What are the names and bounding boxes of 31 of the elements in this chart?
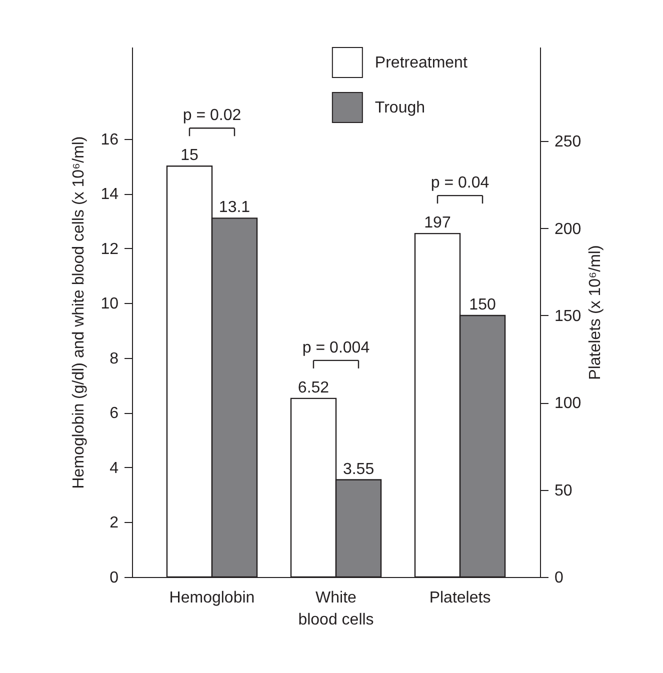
y2-tick-label: 200 bbox=[554, 220, 582, 238]
data-label: 13.1 bbox=[218, 199, 250, 216]
y-tick-label: 14 bbox=[100, 186, 119, 204]
data-label: 3.55 bbox=[342, 460, 374, 478]
legend-label: Trough bbox=[374, 100, 426, 116]
y-tick-label: 16 bbox=[100, 131, 119, 148]
y-tick-label: 12 bbox=[100, 240, 119, 258]
y-tick-label: 4 bbox=[110, 460, 119, 477]
y-axis-title: Hemoglobin (g/dl) and white blood cells (x 10⁶/ml) bbox=[70, 136, 88, 489]
legend-label: Pretreatment bbox=[374, 54, 468, 72]
y2-axis-title: Platelets (x 10⁶/ml) bbox=[587, 245, 604, 380]
y2-tick-label: 150 bbox=[554, 308, 582, 325]
y2-tick-label: 0 bbox=[554, 570, 564, 586]
y2-tick-label: 100 bbox=[554, 395, 582, 412]
annotation: p = 0.04 bbox=[430, 174, 490, 192]
x-tick-label: White blood cells bbox=[298, 590, 374, 628]
y-tick-label: 2 bbox=[110, 514, 119, 532]
y-tick-label: 6 bbox=[110, 405, 119, 422]
y2-tick-label: 250 bbox=[554, 134, 582, 151]
annotation: p = 0.02 bbox=[182, 107, 242, 124]
data-label: 6.52 bbox=[298, 379, 330, 396]
annotation: p = 0.004 bbox=[302, 339, 370, 356]
data-label: 150 bbox=[469, 296, 496, 314]
data-label: 197 bbox=[424, 214, 451, 232]
data-label: 15 bbox=[180, 147, 198, 164]
y-tick-label: 0 bbox=[110, 570, 119, 586]
x-tick-label: Platelets bbox=[429, 590, 491, 606]
x-tick-label: Hemoglobin bbox=[169, 590, 255, 606]
y-tick-label: 8 bbox=[110, 350, 119, 368]
y2-tick-label: 50 bbox=[554, 482, 572, 500]
y-tick-label: 10 bbox=[100, 296, 119, 313]
